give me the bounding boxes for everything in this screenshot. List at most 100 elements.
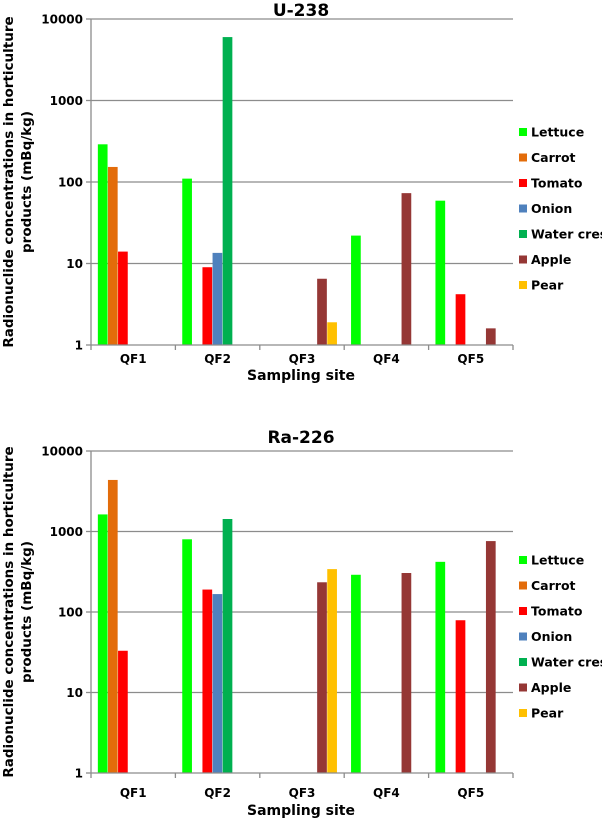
legend: Lettuce Carrot Tomato Onion Water cress Apple… (519, 553, 602, 721)
y-axis-label-line-2: products (mBq/kg) (19, 111, 35, 253)
chart-ra226: Ra-226 1 10 100 1000 10000 QF1 QF2 QF3 QF4 QF5 S… (1, 428, 602, 818)
bar-tomato-qf5 (455, 294, 466, 345)
gridlines (91, 450, 513, 694)
y-tick-label: 1 (75, 767, 83, 781)
bar-lettuce-qf4 (351, 235, 361, 345)
chart-title: U-238 (273, 1, 329, 21)
legend-item: Onion (519, 629, 572, 644)
chart-title: Ra-226 (267, 428, 334, 448)
gridlines (91, 18, 513, 265)
y-tick-labels: 1 10 100 1000 10000 (41, 13, 83, 353)
bars (97, 37, 496, 345)
legend: Lettuce Carrot Tomato Onion Water cress Apple… (519, 125, 602, 293)
bar-lettuce-qf5 (435, 200, 446, 345)
legend-label: Onion (531, 629, 572, 644)
bar-lettuce-qf1 (97, 144, 108, 345)
bar-water-cress-qf2 (222, 519, 233, 773)
legend-item: Water cress (519, 227, 602, 242)
legend-label: Pear (531, 706, 564, 721)
legend-item: Carrot (519, 150, 576, 165)
x-tick-label: QF4 (373, 352, 400, 366)
legend-item: Tomato (519, 176, 583, 191)
legend-label: Onion (531, 201, 572, 216)
y-tick-label: 10000 (41, 445, 83, 459)
x-tick-label: QF3 (289, 352, 316, 366)
y-axis-label-line-1: Radionuclide concentrations in horticult… (1, 16, 17, 347)
legend-label: Apple (531, 252, 571, 267)
bar-apple-qf5 (485, 328, 496, 345)
bars (97, 479, 496, 773)
legend-swatch (519, 128, 527, 136)
legend-item: Onion (519, 201, 572, 216)
bar-lettuce-qf4 (351, 574, 361, 773)
y-tick-label: 1000 (50, 525, 83, 539)
bar-apple-qf4 (401, 573, 412, 773)
bar-apple-qf3 (317, 582, 327, 773)
x-axis-label: Sampling site (247, 368, 355, 384)
x-tick-label: QF4 (373, 786, 400, 800)
legend-swatch (519, 683, 527, 692)
bar-onion-qf2 (212, 252, 223, 345)
legend-label: Pear (531, 278, 564, 293)
legend-item: Tomato (519, 604, 583, 619)
x-tick-label: QF1 (120, 352, 147, 366)
bar-water-cress-qf2 (222, 37, 233, 345)
bar-pear-qf3 (327, 569, 337, 773)
legend-label: Carrot (531, 578, 576, 593)
bar-carrot-qf1 (107, 166, 118, 345)
x-tick-label: QF2 (204, 352, 231, 366)
y-tick-labels: 1 10 100 1000 10000 (41, 445, 83, 781)
legend-label: Apple (531, 680, 571, 695)
legend-item: Water cress (519, 655, 602, 670)
x-tick-label: QF5 (457, 786, 484, 800)
legend-item: Pear (519, 278, 564, 293)
bar-lettuce-qf5 (435, 561, 446, 773)
axes (86, 450, 514, 778)
legend-swatch (519, 204, 527, 213)
bar-apple-qf3 (317, 278, 327, 345)
legend-swatch (519, 230, 527, 238)
legend-item: Apple (519, 680, 571, 695)
legend-label: Tomato (531, 604, 583, 619)
legend-item: Carrot (519, 578, 576, 593)
y-tick-label: 10000 (41, 13, 83, 27)
bar-tomato-qf1 (118, 251, 128, 345)
y-tick-label: 100 (58, 176, 83, 190)
legend-swatch (519, 658, 527, 666)
chart-u238: U-238 1 10 100 1000 10000 QF1 QF2 QF3 QF4 QF5 Sa… (1, 1, 602, 384)
y-tick-label: 10 (66, 257, 83, 271)
y-axis-label-line-2: products (mBq/kg) (19, 541, 35, 683)
legend-swatch (519, 179, 527, 187)
legend-label: Carrot (531, 150, 576, 165)
legend-swatch (519, 607, 527, 615)
x-tick-labels: QF1 QF2 QF3 QF4 QF5 (120, 352, 484, 366)
legend-label: Lettuce (531, 125, 584, 140)
x-tick-label: QF3 (289, 786, 316, 800)
y-tick-label: 1000 (50, 94, 83, 108)
bar-pear-qf3 (327, 322, 337, 345)
legend-swatch (519, 255, 527, 264)
bar-tomato-qf2 (202, 267, 213, 345)
y-axis-label: Radionuclide concentrations in horticult… (1, 16, 35, 347)
bar-lettuce-qf2 (182, 178, 192, 345)
legend-item: Lettuce (519, 553, 584, 568)
legend-label: Water cress (531, 227, 602, 242)
bar-tomato-qf1 (118, 650, 128, 773)
bar-lettuce-qf2 (182, 539, 192, 773)
bar-carrot-qf1 (107, 479, 118, 773)
bar-tomato-qf2 (202, 589, 213, 773)
legend-swatch (519, 281, 527, 289)
legend-swatch (519, 556, 527, 564)
x-tick-label: QF2 (204, 786, 231, 800)
legend-item: Lettuce (519, 125, 584, 140)
x-axis-label: Sampling site (247, 803, 355, 818)
legend-label: Lettuce (531, 553, 584, 568)
y-axis-label-line-1: Radionuclide concentrations in horticult… (1, 446, 17, 777)
legend-swatch (519, 709, 527, 717)
x-tick-label: QF5 (457, 352, 484, 366)
legend-swatch (519, 632, 527, 641)
legend-swatch (519, 153, 527, 162)
bar-tomato-qf5 (455, 620, 466, 773)
bar-onion-qf2 (212, 594, 223, 773)
